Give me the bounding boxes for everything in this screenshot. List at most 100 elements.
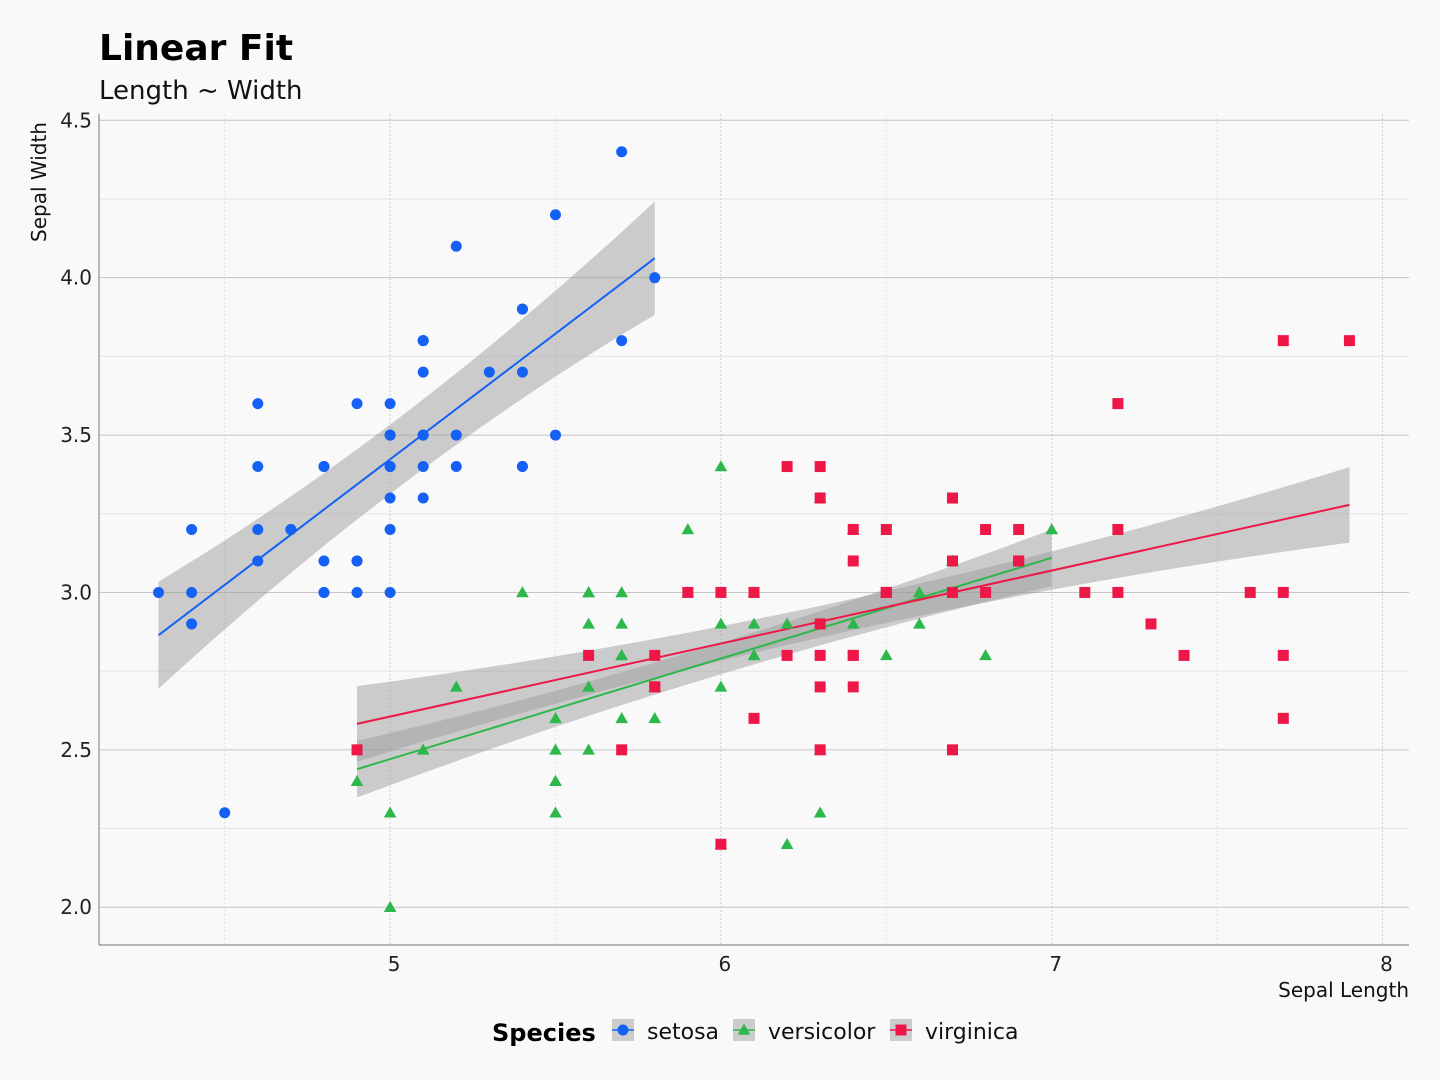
point-virginica [980,586,992,598]
point-setosa [516,366,528,378]
point-setosa [616,335,628,347]
point-setosa [384,461,396,473]
point-virginica [616,744,628,756]
point-setosa [351,555,363,567]
legend-marker-virginica [895,1024,907,1036]
point-virginica [847,524,859,535]
point-versicolor [582,680,595,692]
point-virginica [1277,586,1289,598]
point-virginica [682,586,694,598]
y-tick-label: 2.0 [60,895,92,919]
point-setosa [550,429,562,441]
confidence-band-setosa [158,201,655,689]
legend-marker-setosa [617,1024,629,1036]
point-versicolor [615,649,629,661]
point-setosa [384,524,396,535]
point-virginica [880,524,892,535]
y-tick-label: 2.5 [60,738,92,762]
x-tick-label: 7 [1049,952,1062,976]
point-setosa [417,461,429,473]
point-virginica [814,618,826,630]
point-virginica [781,461,793,473]
y-axis-label: Sepal Width [27,122,51,242]
point-setosa [384,429,396,441]
point-setosa [516,303,528,315]
point-virginica [946,586,958,598]
point-virginica [1013,555,1025,567]
point-virginica [847,649,859,661]
point-virginica [1277,335,1289,347]
fit-lines [157,257,1350,771]
point-virginica [814,744,826,756]
point-virginica [946,492,958,504]
point-virginica [715,838,727,850]
point-virginica [814,649,826,661]
point-versicolor [681,523,695,535]
data-points [153,146,1355,912]
point-setosa [252,398,264,410]
point-versicolor [648,712,662,724]
point-virginica [583,649,595,661]
x-tick-label: 5 [388,952,401,976]
legend-label-virginica: virginica [925,1020,1019,1045]
point-virginica [814,461,826,473]
point-setosa [318,555,330,567]
point-setosa [417,429,429,441]
x-tick-labels: 5 6 7 8 [388,952,1393,976]
point-setosa [516,461,528,473]
point-setosa [219,807,231,819]
point-setosa [252,555,264,567]
point-versicolor [549,806,562,818]
point-setosa [351,586,363,598]
point-virginica [847,555,859,567]
point-setosa [450,461,462,473]
point-virginica [748,586,760,598]
point-versicolor [350,774,364,787]
point-versicolor [913,617,926,629]
point-virginica [748,712,760,724]
y-tick-label: 4.0 [60,266,92,290]
fit-line-versicolor [356,556,1053,771]
point-virginica [1079,586,1091,598]
point-versicolor [383,900,397,912]
point-virginica [1244,586,1256,598]
point-versicolor [416,743,430,755]
point-versicolor [615,712,629,724]
legend-label-versicolor: versicolor [768,1020,876,1045]
point-versicolor [846,617,860,629]
point-versicolor [714,460,728,472]
chart-title: Linear Fit [99,28,293,69]
fit-line-setosa [157,257,656,637]
point-virginica [1112,398,1124,410]
point-setosa [450,429,462,441]
point-setosa [186,524,198,535]
point-virginica [1013,524,1025,535]
legend: Species setosa versicolor virginica [492,1019,1019,1047]
point-setosa [186,586,198,598]
point-virginica [351,744,363,756]
point-virginica [1277,649,1289,661]
point-virginica [1112,524,1124,535]
point-versicolor [714,680,728,692]
point-versicolor [879,649,893,661]
point-virginica [946,744,958,756]
point-setosa [550,209,562,221]
point-setosa [417,335,429,347]
point-setosa [649,272,661,284]
point-setosa [384,398,396,410]
chart-subtitle: Length ~ Width [99,76,303,106]
point-setosa [417,366,429,378]
point-virginica [715,586,727,598]
point-setosa [252,461,264,473]
y-tick-label: 4.5 [60,108,92,132]
point-setosa [153,586,165,598]
fit-line-virginica [356,503,1350,725]
point-setosa [450,240,462,252]
point-setosa [318,461,330,473]
point-versicolor [747,649,761,661]
y-tick-label: 3.5 [60,423,92,447]
point-versicolor [549,774,562,787]
point-setosa [252,524,264,535]
point-setosa [384,586,396,598]
